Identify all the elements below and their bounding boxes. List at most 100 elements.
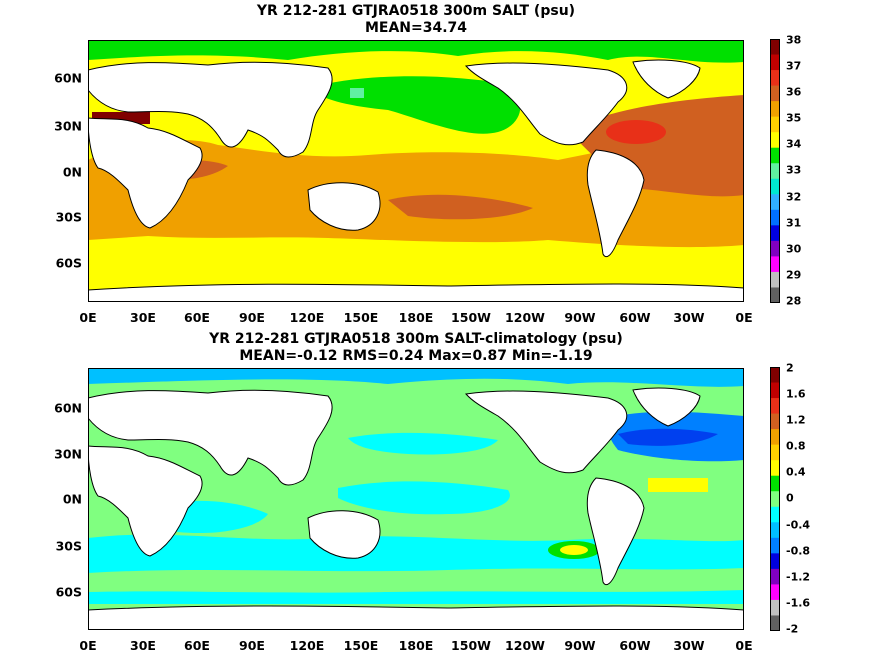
lon-label: 150E [343, 638, 379, 653]
colorbar-label: 35 [786, 111, 802, 125]
lon-label: 0E [79, 310, 97, 325]
lat-label: 60S [55, 584, 82, 600]
colorbar-label: 29 [786, 268, 802, 282]
colorbar-salt-anomaly [770, 367, 780, 631]
colorbar-swatch [770, 70, 780, 87]
land-south-america [586, 477, 645, 586]
map-frame [88, 368, 744, 630]
colorbar-swatch [770, 506, 780, 523]
lon-label: 0E [79, 638, 97, 653]
colorbar-label: 34 [786, 137, 802, 151]
colorbar-swatch [770, 584, 780, 601]
lat-label: 0N [62, 491, 82, 507]
lon-label: 150E [343, 310, 379, 325]
colorbar-swatch [770, 147, 780, 164]
land-australia [307, 182, 381, 231]
lon-label: 60E [184, 310, 210, 325]
arctic-anomaly-band [88, 368, 744, 387]
colorbar-label: 37 [786, 59, 802, 73]
colorbar-swatch [770, 85, 780, 102]
colorbar-label: 0.8 [786, 439, 806, 453]
colorbar-swatch [770, 615, 780, 631]
colorbar-label: -1.2 [786, 570, 811, 584]
colorbar-label: 38 [786, 33, 802, 47]
land-antarctica [88, 283, 744, 302]
colorbar-frame [770, 367, 780, 631]
north-atlantic-max [606, 120, 666, 144]
lon-label: 30W [673, 310, 705, 325]
lon-label: 90E [239, 638, 265, 653]
southern-ocean-green [88, 568, 744, 593]
land-north-america [465, 390, 628, 474]
lat-label: 30N [54, 118, 82, 134]
colorbar-swatch [770, 54, 780, 71]
colorbar-swatch [770, 522, 780, 539]
lat-label: 30S [55, 538, 82, 554]
panel2-title-line1: YR 212-281 GTJRA0518 300m SALT-climatolo… [209, 331, 623, 347]
colorbar-frame [770, 39, 780, 303]
colorbar-swatch [770, 194, 780, 211]
lon-label: 150W [451, 310, 491, 325]
colorbar-swatch [770, 413, 780, 430]
colorbar-swatch [770, 537, 780, 554]
colorbar-swatch [770, 256, 780, 273]
map-frame [88, 40, 744, 302]
colorbar-label: 0 [786, 491, 794, 505]
southern-ocean-band [88, 534, 744, 604]
north-pacific-patch [350, 88, 364, 98]
panel1-title-line2: MEAN=34.74 [364, 20, 468, 36]
colorbar-label: -2 [786, 622, 799, 636]
map-salt-mean [88, 40, 744, 302]
lon-label: 0E [735, 310, 753, 325]
colorbar-swatch [770, 39, 780, 56]
map-salt-anomaly [88, 368, 744, 630]
colorbar-salt [770, 39, 780, 303]
colorbar-swatch [770, 101, 780, 118]
colorbar-swatch [770, 132, 780, 149]
lat-label: 30S [55, 209, 82, 225]
colorbar-label: 1.2 [786, 413, 806, 427]
lon-label: 180E [398, 310, 434, 325]
colorbar-swatch [770, 553, 780, 570]
tropical-salinity-band [88, 140, 744, 248]
colorbar-swatch [770, 599, 780, 616]
lon-label: 0E [735, 638, 753, 653]
pacific-anomaly [338, 481, 510, 515]
colorbar-swatch [770, 240, 780, 257]
lat-label: 0N [62, 164, 82, 180]
panel2-title-line2: MEAN=-0.12 RMS=0.24 Max=0.87 Min=-1.19 [239, 348, 593, 364]
colorbar-label: 30 [786, 242, 802, 256]
lon-label: 120W [505, 310, 545, 325]
lon-label: 60W [619, 638, 651, 653]
colorbar-label: -0.8 [786, 544, 811, 558]
land-greenland [632, 59, 701, 99]
colorbar-label: -1.6 [786, 596, 811, 610]
colorbar-swatch [770, 178, 780, 195]
land-eurasia [88, 389, 333, 486]
land-greenland [632, 387, 701, 427]
lat-label: 60N [54, 400, 82, 416]
land-north-america [465, 62, 628, 146]
lon-label: 30W [673, 638, 705, 653]
lon-label: 120W [505, 638, 545, 653]
colorbar-swatch [770, 382, 780, 399]
lon-label: 90E [239, 310, 265, 325]
colorbar-label: 33 [786, 163, 802, 177]
colorbar-label: 28 [786, 294, 802, 308]
colorbar-label: 1.6 [786, 387, 806, 401]
lon-label: 30E [130, 310, 156, 325]
lon-label: 150W [451, 638, 491, 653]
colorbar-swatch [770, 460, 780, 477]
colorbar-swatch [770, 287, 780, 303]
colorbar-swatch [770, 271, 780, 288]
colorbar-swatch [770, 429, 780, 446]
land-antarctica [88, 605, 744, 630]
land-australia [307, 510, 381, 559]
land-africa [88, 445, 203, 557]
north-atlantic-core [618, 428, 718, 446]
lon-label: 120E [289, 310, 325, 325]
colorbar-label: 32 [786, 190, 802, 204]
arctic-salinity-band [88, 40, 744, 63]
lon-label: 30E [130, 638, 156, 653]
colorbar-swatch [770, 209, 780, 226]
